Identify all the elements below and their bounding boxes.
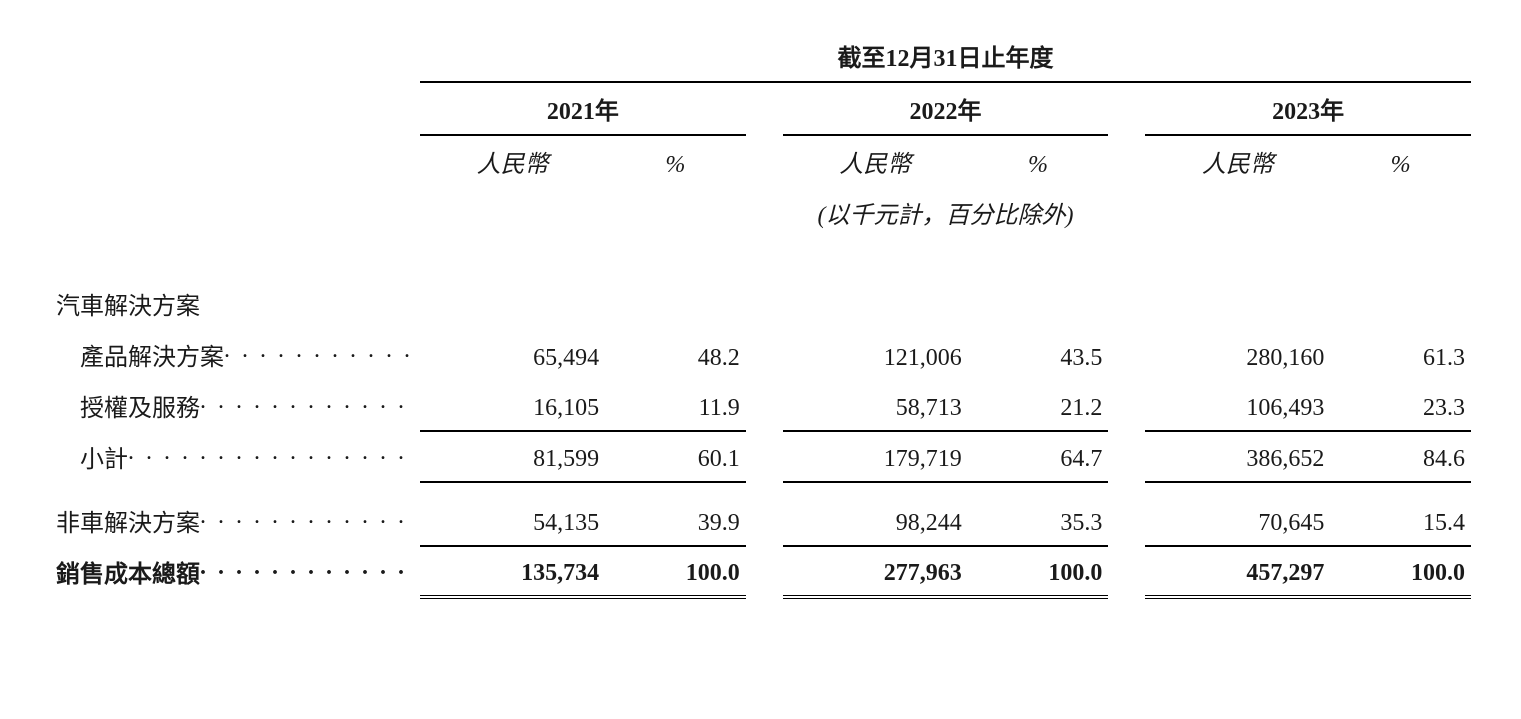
cell-value: 277,963 (783, 546, 968, 597)
cell-value: 179,719 (783, 431, 968, 482)
financial-table: 截至12月31日止年度 2021年 2022年 2023年 人民幣 % 人民幣 … (50, 30, 1471, 599)
cell-value: 21.2 (968, 380, 1109, 431)
table-row: 小計 . . . . . . . . . . . . . . . . . . .… (50, 431, 1471, 482)
year-2021: 2021年 (420, 82, 746, 135)
unit-note: (以千元計，百分比除外) (420, 187, 1471, 238)
cell-value: 35.3 (968, 495, 1109, 546)
cell-value: 106,493 (1145, 380, 1330, 431)
table-title: 截至12月31日止年度 (420, 30, 1471, 82)
cell-value: 23.3 (1330, 380, 1471, 431)
row-label: 汽車解決方案 (50, 278, 420, 329)
row-label: 授權及服務 . . . . . . . . . . . . . . . . . … (50, 380, 420, 431)
cell-value: 11.9 (605, 380, 746, 431)
row-label: 非車解決方案 . . . . . . . . . . . . . . . . .… (50, 495, 420, 546)
row-label: 小計 . . . . . . . . . . . . . . . . . . .… (50, 431, 420, 482)
cell-value: 70,645 (1145, 495, 1330, 546)
cell-value: 15.4 (1330, 495, 1471, 546)
col-rmb: 人民幣 (420, 135, 605, 187)
table-row: 授權及服務 . . . . . . . . . . . . . . . . . … (50, 380, 1471, 431)
year-2023: 2023年 (1145, 82, 1471, 135)
col-pct: % (605, 135, 746, 187)
cell-value: 84.6 (1330, 431, 1471, 482)
table-row: 銷售成本總額 . . . . . . . . . . . . . . . . .… (50, 546, 1471, 597)
cell-value: 16,105 (420, 380, 605, 431)
cell-value: 386,652 (1145, 431, 1330, 482)
col-rmb: 人民幣 (1145, 135, 1330, 187)
cell-value: 65,494 (420, 329, 605, 380)
cell-value: 61.3 (1330, 329, 1471, 380)
cell-value: 64.7 (968, 431, 1109, 482)
cell-value: 98,244 (783, 495, 968, 546)
table-row: 汽車解決方案 (50, 278, 1471, 329)
cell-value: 81,599 (420, 431, 605, 482)
table-row: 非車解決方案 . . . . . . . . . . . . . . . . .… (50, 495, 1471, 546)
cell-value: 457,297 (1145, 546, 1330, 597)
row-label: 銷售成本總額 . . . . . . . . . . . . . . . . .… (50, 546, 420, 597)
col-rmb: 人民幣 (783, 135, 968, 187)
cell-value: 54,135 (420, 495, 605, 546)
cell-value: 280,160 (1145, 329, 1330, 380)
cell-value: 100.0 (1330, 546, 1471, 597)
cell-value: 60.1 (605, 431, 746, 482)
cell-value: 48.2 (605, 329, 746, 380)
col-pct: % (968, 135, 1109, 187)
row-label: 產品解決方案 . . . . . . . . . . . . . . . . .… (50, 329, 420, 380)
year-2022: 2022年 (783, 82, 1109, 135)
table-row: 產品解決方案 . . . . . . . . . . . . . . . . .… (50, 329, 1471, 380)
cell-value: 135,734 (420, 546, 605, 597)
cell-value: 100.0 (605, 546, 746, 597)
cell-value: 100.0 (968, 546, 1109, 597)
col-pct: % (1330, 135, 1471, 187)
cell-value: 39.9 (605, 495, 746, 546)
cell-value: 58,713 (783, 380, 968, 431)
cell-value: 43.5 (968, 329, 1109, 380)
cell-value: 121,006 (783, 329, 968, 380)
